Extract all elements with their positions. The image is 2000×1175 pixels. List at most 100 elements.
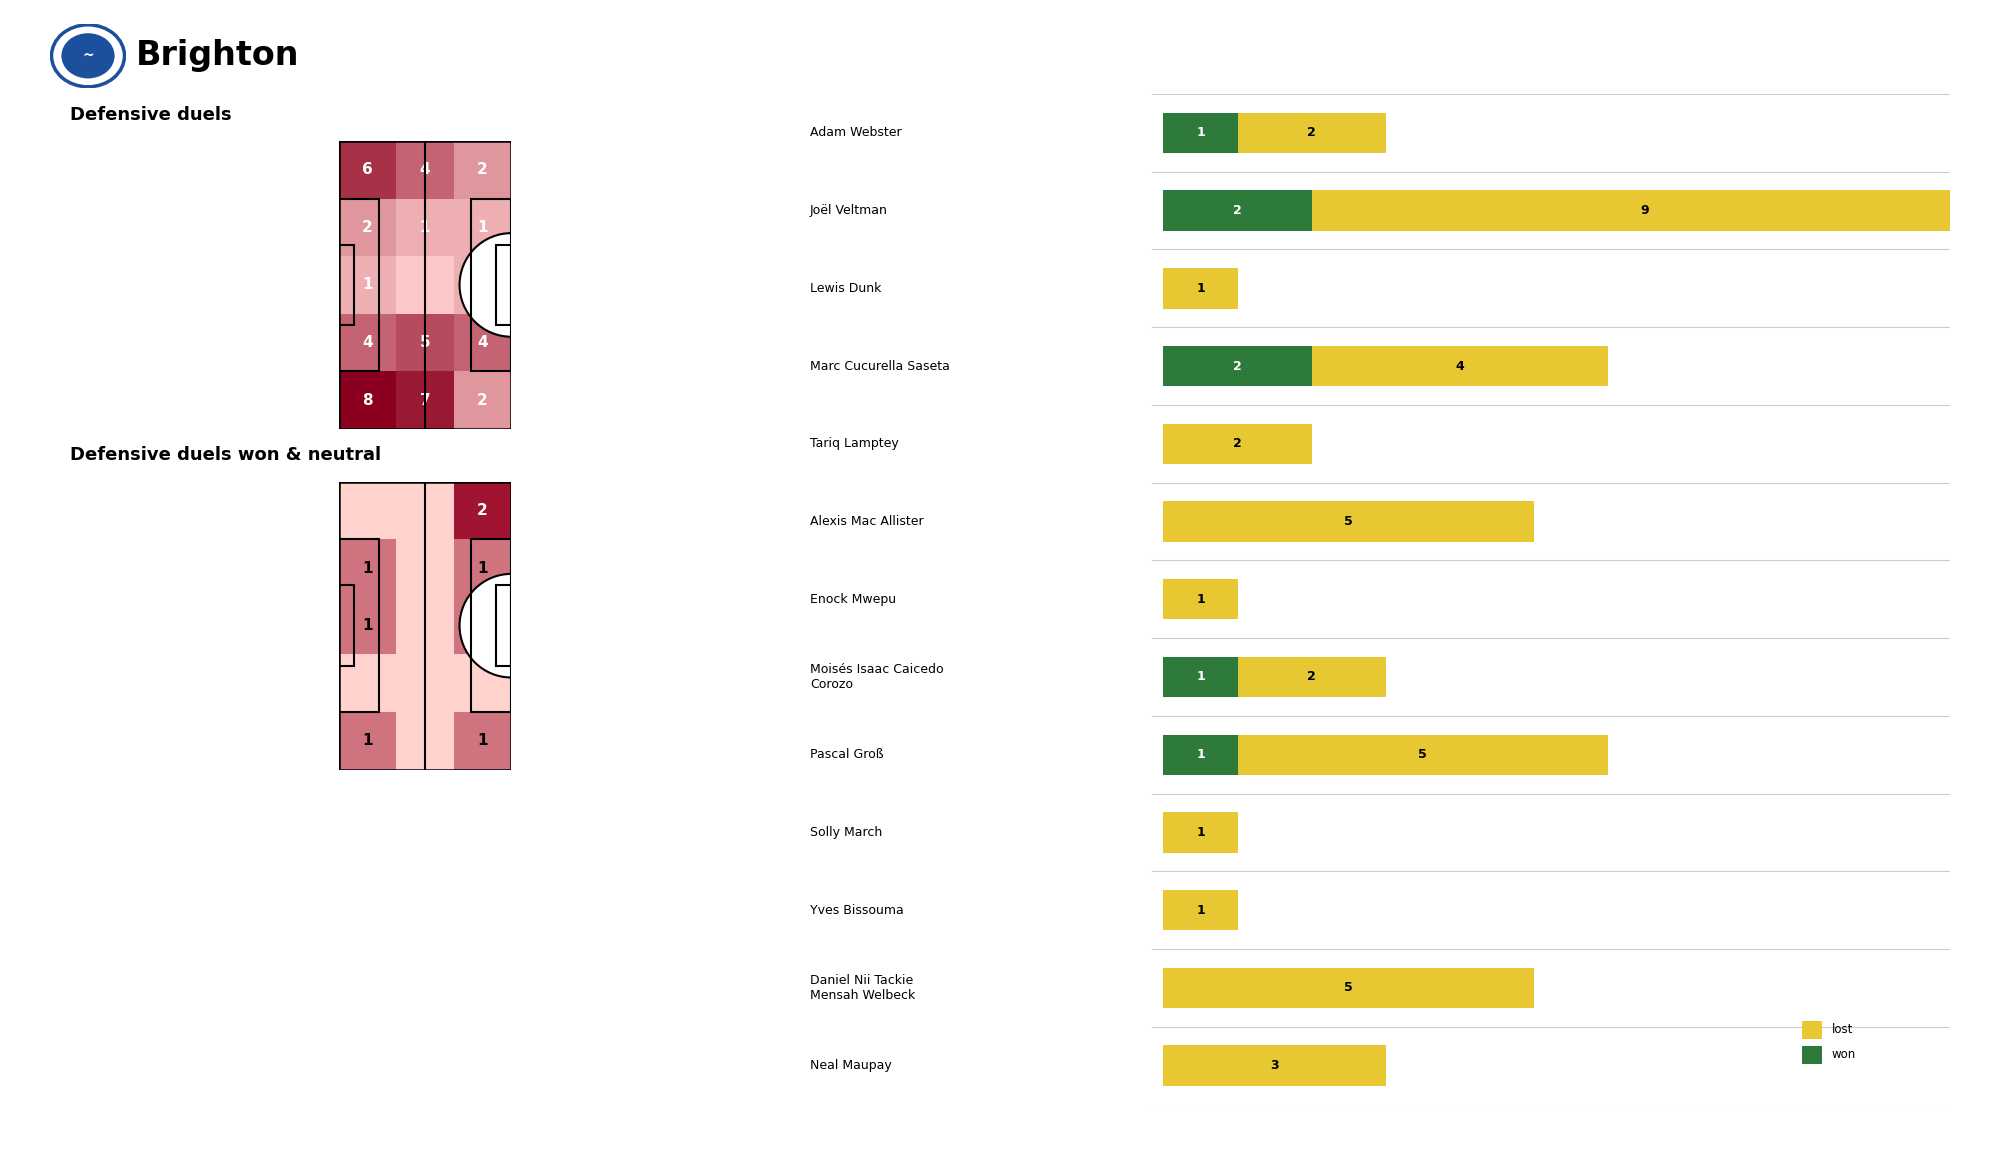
Bar	[338, 256, 396, 314]
Bar	[454, 482, 512, 539]
Bar	[1312, 190, 1978, 230]
Text: 6: 6	[362, 162, 372, 177]
Circle shape	[62, 33, 114, 79]
Text: 1: 1	[420, 220, 430, 235]
Bar	[396, 199, 454, 256]
Text: 4: 4	[420, 162, 430, 177]
Text: Brighton: Brighton	[136, 39, 300, 73]
Bar	[338, 371, 396, 429]
Text: 2: 2	[1308, 671, 1316, 684]
Bar	[1164, 968, 1534, 1008]
Bar	[1164, 812, 1238, 853]
Bar	[1164, 268, 1238, 309]
Bar	[1164, 113, 1238, 153]
Text: Daniel Nii Tackie
Mensah Welbeck: Daniel Nii Tackie Mensah Welbeck	[810, 974, 916, 1002]
Text: 1: 1	[362, 277, 372, 293]
Text: 4: 4	[478, 335, 488, 350]
Text: 5: 5	[1344, 981, 1354, 994]
Text: 2: 2	[1308, 127, 1316, 140]
Text: Adam Webster: Adam Webster	[810, 127, 902, 140]
Bar	[1238, 113, 1386, 153]
Bar	[396, 482, 454, 539]
Bar	[454, 371, 512, 429]
Bar	[454, 539, 512, 597]
Bar	[1164, 734, 1238, 776]
Text: 3: 3	[1270, 1059, 1278, 1072]
Text: Pascal Groß: Pascal Groß	[810, 748, 884, 761]
Bar	[338, 482, 396, 539]
Text: 2: 2	[478, 392, 488, 408]
Bar	[338, 539, 378, 712]
Bar	[338, 199, 396, 256]
Text: Defensive duels won & neutral: Defensive duels won & neutral	[70, 446, 382, 464]
Bar	[454, 256, 512, 314]
Ellipse shape	[460, 573, 564, 678]
Bar	[1164, 579, 1238, 619]
Text: 1: 1	[1196, 592, 1204, 606]
Bar	[1802, 1046, 1822, 1065]
Bar	[1164, 889, 1238, 931]
Bar	[1238, 657, 1386, 697]
Bar	[338, 585, 354, 666]
Text: 1: 1	[1196, 748, 1204, 761]
Bar	[396, 539, 454, 597]
Bar	[338, 244, 354, 325]
Text: 1: 1	[362, 560, 372, 576]
Text: 2: 2	[1234, 204, 1242, 217]
Text: 1: 1	[1196, 671, 1204, 684]
Bar	[1164, 423, 1312, 464]
Circle shape	[52, 25, 124, 87]
Bar	[454, 712, 512, 770]
Bar	[396, 141, 454, 199]
Bar	[396, 371, 454, 429]
Bar	[338, 199, 378, 371]
Bar	[454, 199, 512, 256]
Text: won: won	[1832, 1048, 1856, 1061]
Bar	[338, 712, 396, 770]
Text: 5: 5	[420, 335, 430, 350]
Bar	[1164, 502, 1534, 542]
Text: Alexis Mac Allister: Alexis Mac Allister	[810, 515, 924, 528]
Text: Marc Cucurella Saseta: Marc Cucurella Saseta	[810, 360, 950, 372]
Text: 4: 4	[1456, 360, 1464, 372]
Text: Moisés Isaac Caicedo
Corozo: Moisés Isaac Caicedo Corozo	[810, 663, 944, 691]
Bar	[454, 597, 512, 654]
Bar	[472, 199, 512, 371]
Bar	[396, 314, 454, 371]
Bar	[396, 654, 454, 712]
Text: 2: 2	[478, 503, 488, 518]
Text: 1: 1	[1196, 826, 1204, 839]
Text: 5: 5	[1418, 748, 1428, 761]
Text: ~: ~	[82, 49, 94, 62]
Bar	[472, 539, 512, 712]
Bar	[338, 654, 396, 712]
Bar	[338, 597, 396, 654]
Text: Enock Mwepu: Enock Mwepu	[810, 592, 896, 606]
Text: Joël Veltman: Joël Veltman	[810, 204, 888, 217]
Text: 9: 9	[1640, 204, 1650, 217]
Bar	[496, 244, 512, 325]
Bar	[1164, 190, 1312, 230]
Text: 8: 8	[362, 392, 372, 408]
Text: 1: 1	[362, 733, 372, 748]
Bar	[1802, 1021, 1822, 1039]
Text: 1: 1	[478, 733, 488, 748]
Bar	[454, 654, 512, 712]
Text: 4: 4	[362, 335, 372, 350]
Bar	[338, 314, 396, 371]
Text: Defensive duels: Defensive duels	[70, 106, 232, 123]
Text: Neal Maupay: Neal Maupay	[810, 1059, 892, 1072]
Text: 2: 2	[1234, 437, 1242, 450]
Bar	[1164, 345, 1312, 387]
Text: 2: 2	[1234, 360, 1242, 372]
Text: lost: lost	[1832, 1023, 1852, 1036]
Text: 1: 1	[1196, 904, 1204, 916]
Bar	[496, 585, 512, 666]
Text: Solly March: Solly March	[810, 826, 882, 839]
Bar	[1238, 734, 1608, 776]
Bar	[1164, 657, 1238, 697]
Text: 1: 1	[478, 560, 488, 576]
Text: 5: 5	[1344, 515, 1354, 528]
Text: 1: 1	[1196, 282, 1204, 295]
Text: 1: 1	[478, 618, 488, 633]
